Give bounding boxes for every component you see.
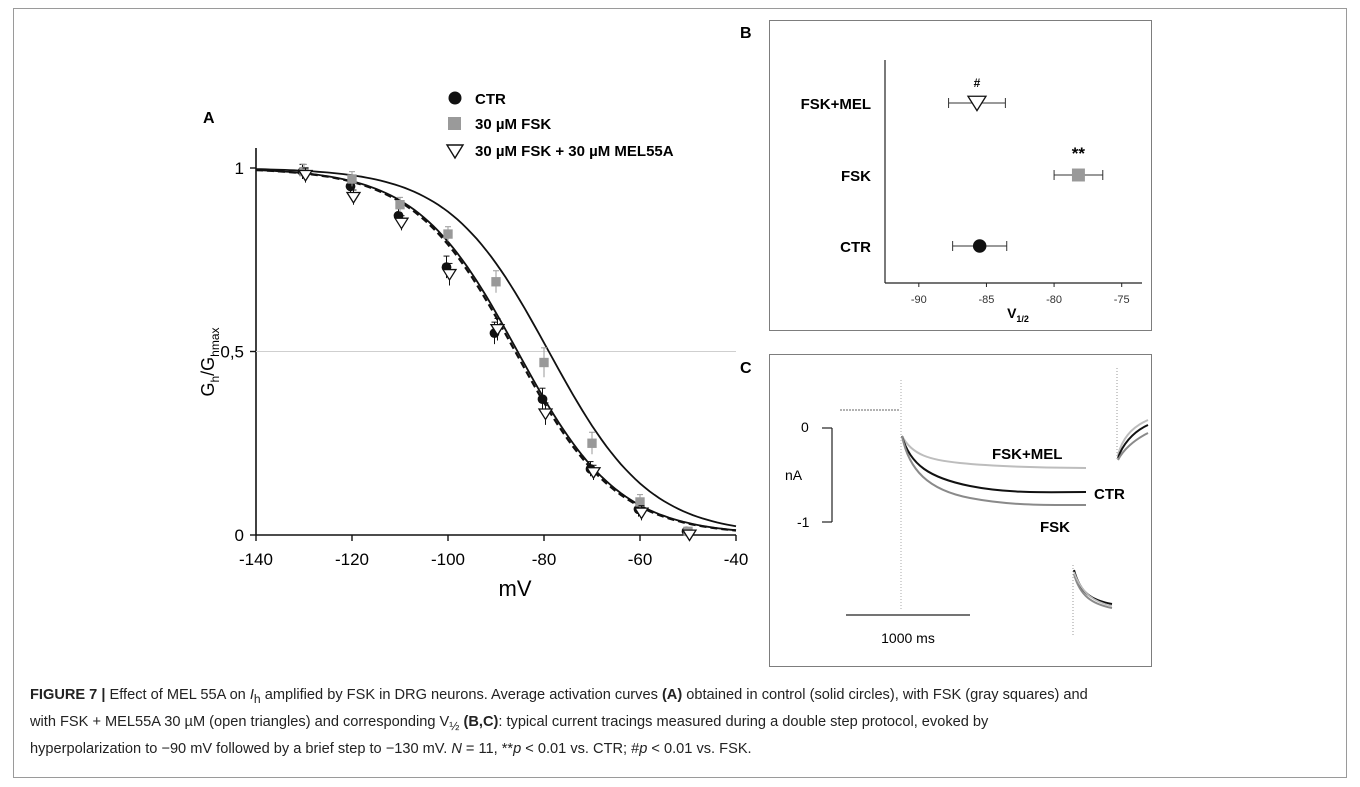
- data-point: [633, 507, 650, 520]
- caption-ih: I: [249, 687, 254, 703]
- x-tick-label: -40: [724, 550, 749, 569]
- panel-b-point: [972, 239, 987, 253]
- panel-b-point: [1071, 168, 1085, 182]
- scale-label-na: nA: [785, 467, 803, 483]
- caption-ref-a: (A): [661, 687, 683, 703]
- x-axis-label: mV: [499, 576, 532, 601]
- panel-c-frame: [769, 354, 1152, 667]
- panel-b-frame: [769, 20, 1152, 331]
- trace-label-fsk: FSK: [1040, 519, 1070, 536]
- fit-curve: [255, 168, 737, 528]
- legend-label-fsk-mel: 30 µM FSK + 30 µM MEL55A: [475, 143, 674, 160]
- panel-a-ticks: -140 -120 -100 -80 -60 -40 0 0,5 1: [220, 159, 748, 569]
- caption-text: with FSK + MEL55A 30 µM (open triangles)…: [30, 713, 450, 730]
- caption-n: N: [451, 740, 462, 757]
- caption-text: < 0.01 vs. CTR; #: [521, 740, 640, 757]
- panel-b-x-tick-label: -80: [1046, 294, 1062, 306]
- panel-a-fit-curves: [255, 168, 737, 532]
- panel-b-points: FSK+MEL # FSK ** CTR: [801, 76, 1104, 256]
- legend-marker-fsk-mel: [445, 144, 465, 160]
- data-point: [443, 229, 453, 239]
- panel-c-label: C: [740, 360, 752, 377]
- scale-label-minus-one: -1: [797, 514, 810, 530]
- data-point: [635, 497, 645, 507]
- panel-b-point: [966, 95, 988, 112]
- trace-ctr: [901, 435, 1087, 494]
- panel-b-label: B: [740, 25, 752, 42]
- trace-fsk-mel: [901, 435, 1087, 469]
- data-point: [441, 268, 458, 282]
- x-tick-label: -140: [239, 550, 273, 569]
- panel-b-category-label: FSK: [841, 168, 871, 185]
- caption-text: Effect of MEL 55A on: [105, 687, 250, 703]
- panel-c-traces: C 0 nA -1 1000 ms FSK+MEL CTR FSK: [740, 360, 1149, 646]
- data-point: [345, 181, 356, 192]
- scale-label-zero: 0: [801, 419, 809, 435]
- data-point: [681, 529, 698, 542]
- panel-b-axes: [884, 60, 1142, 284]
- y-tick-label: 1: [235, 159, 244, 178]
- panel-b-category-label: FSK+MEL: [801, 96, 871, 113]
- y-tick-label: 0: [235, 526, 244, 545]
- panel-b-x-tick-label: -75: [1114, 294, 1130, 306]
- caption-text: hyperpolarization to −90 mV followed by …: [30, 740, 452, 757]
- caption-ref-bc: (B,C): [459, 713, 499, 730]
- panel-b-ticks: -90 -85 -80 -75: [911, 283, 1130, 306]
- caption-text: = 11, **: [461, 740, 514, 757]
- caption-p: p: [513, 740, 522, 757]
- figure-frame: [13, 8, 1347, 778]
- time-scale-label: 1000 ms: [881, 630, 935, 646]
- x-tick-label: -60: [628, 550, 653, 569]
- y-tick-label: 0,5: [220, 343, 244, 362]
- data-point: [585, 467, 602, 480]
- caption-p: p: [639, 740, 648, 757]
- x-tick-label: -120: [335, 550, 369, 569]
- legend-label-fsk: 30 µM FSK: [475, 116, 551, 133]
- x-tick-label: -100: [431, 550, 465, 569]
- legend: CTR 30 µM FSK 30 µM FSK + 30 µM MEL55A: [445, 91, 674, 160]
- data-point: [395, 200, 405, 210]
- data-point: [297, 169, 314, 183]
- caption-text: < 0.01 vs. FSK.: [647, 740, 752, 757]
- data-point: [537, 408, 554, 421]
- data-point: [489, 323, 506, 337]
- data-point: [537, 394, 548, 405]
- panel-b-x-tick-label: -85: [978, 294, 994, 306]
- significance-marker: **: [1072, 144, 1086, 163]
- caption-text: amplified by FSK in DRG neurons. Average…: [260, 687, 662, 703]
- caption-figure-label: FIGURE 7 |: [30, 687, 106, 703]
- panel-a-chart: A -140 -120 -100 -80 -60 -40 0 0,5 1 mV Gh/Ghmax…: [198, 91, 748, 601]
- y-axis-label: Gh/Ghmax: [198, 327, 222, 396]
- data-point: [539, 357, 549, 368]
- data-point: [345, 191, 362, 205]
- legend-marker-fsk: [448, 117, 461, 130]
- figure-caption: FIGURE 7 | Effect of MEL 55A on Ih ampli…: [30, 684, 1340, 761]
- caption-text: : typical current tracings measured duri…: [498, 713, 989, 730]
- caption-text: obtained in control (solid circles), wit…: [682, 687, 1088, 703]
- data-point: [347, 174, 357, 184]
- trace-label-ctr: CTR: [1094, 486, 1125, 503]
- inset-tail-current: [1116, 368, 1149, 461]
- caption-ih-sub: h: [253, 691, 261, 706]
- panel-a-points: [297, 163, 698, 542]
- current-scale-bar: [822, 427, 833, 523]
- significance-marker: #: [974, 76, 981, 90]
- panel-b-category-label: CTR: [840, 239, 871, 256]
- trace-fsk: [901, 435, 1087, 507]
- panel-b-chart: B -90 -85 -80 -75 FSK+MEL # FSK ** CTR V1/2: [740, 25, 1142, 324]
- panel-a-axes: [255, 148, 736, 536]
- panel-b-x-axis-label: V1/2: [1007, 305, 1029, 324]
- x-tick-label: -80: [532, 550, 557, 569]
- trace-label-fsk-mel: FSK+MEL: [992, 446, 1062, 463]
- panel-b-x-tick-label: -90: [911, 294, 927, 306]
- inset-step-current: [1072, 565, 1113, 635]
- data-point: [491, 277, 501, 287]
- legend-marker-ctr: [448, 91, 462, 105]
- data-point: [587, 438, 597, 448]
- fit-curve: [255, 169, 737, 532]
- legend-label-ctr: CTR: [475, 91, 506, 108]
- data-point: [393, 217, 410, 230]
- caption-v-sub: ½: [449, 718, 460, 733]
- panel-a-label: A: [203, 110, 215, 127]
